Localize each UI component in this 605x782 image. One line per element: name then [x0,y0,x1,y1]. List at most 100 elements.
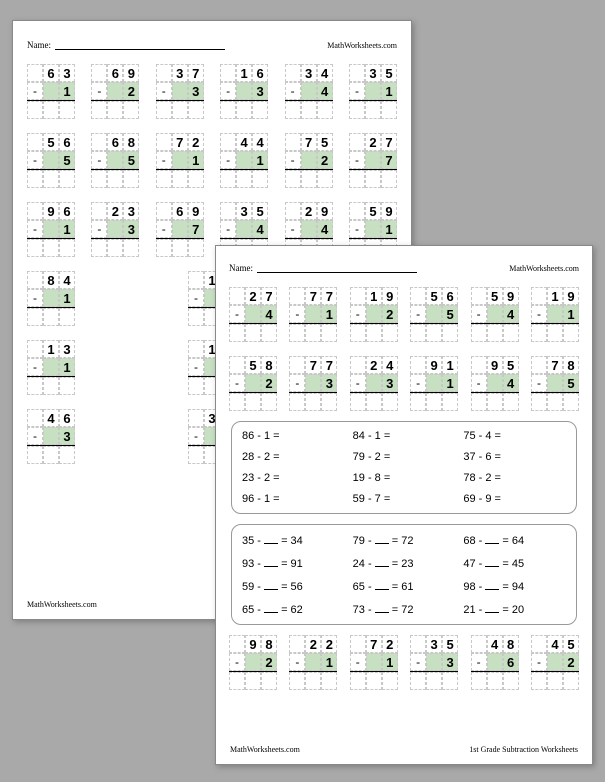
minus-sign: - [349,151,365,169]
digit-cell [547,374,563,392]
answer-cell [426,672,442,690]
digit-cell [229,287,245,305]
horizontal-equation: 37 - 6 = [463,451,566,463]
answer-cell [123,170,139,188]
subtraction-problem: 56-5 [27,133,75,188]
answer-cell [289,393,305,411]
answer-cell [350,672,366,690]
subtrahend-cell: 1 [252,151,268,169]
name-label: Name: [27,40,51,50]
subtraction-problem: 77-1 [289,287,337,342]
subtraction-problem: 35-1 [349,64,397,119]
minus-sign: - [27,82,43,100]
answer-cell [366,672,382,690]
digit-cell [236,220,252,238]
digit-cell [410,356,426,374]
digit-cell [43,151,59,169]
fill-blank-equation: 98 - = 94 [463,579,566,593]
minus-sign: - [91,220,107,238]
subtrahend-cell: 3 [59,427,75,445]
digit-cell: 7 [547,356,563,374]
subtraction-problem: 56-5 [410,287,458,342]
subtrahend-cell: 1 [59,220,75,238]
digit-cell [487,653,503,671]
blank-underline [485,556,499,567]
digit-cell: 7 [261,287,277,305]
blank-underline [264,602,278,613]
digit-cell: 2 [188,133,204,151]
digit-cell [365,82,381,100]
subtraction-problem: 59-4 [471,287,519,342]
subtraction-problem: 13-1 [27,340,75,395]
digit-cell: 3 [301,64,317,82]
digit-cell: 6 [59,409,75,427]
fill-blank-equation: 59 - = 56 [242,579,345,593]
answer-cell [487,324,503,342]
subtraction-problem: 91-1 [410,356,458,411]
minus-sign: - [156,151,172,169]
digit-cell: 1 [43,340,59,358]
answer-cell [349,101,365,119]
digit-cell [350,356,366,374]
minus-sign: - [471,653,487,671]
subtrahend-cell: 1 [59,82,75,100]
digit-cell: 2 [301,202,317,220]
digit-cell: 6 [107,133,123,151]
answer-cell [487,393,503,411]
answer-cell [261,672,277,690]
digit-cell: 5 [43,133,59,151]
fill-blank-equation: 79 - = 72 [353,533,456,547]
subtraction-problem: 37-3 [156,64,204,119]
digit-cell [301,151,317,169]
digit-cell: 9 [43,202,59,220]
answer-cell [91,239,107,257]
digit-cell [285,133,301,151]
minus-sign: - [285,151,301,169]
horizontal-equation: 23 - 2 = [242,472,345,484]
subtraction-problem: 96-1 [27,202,75,257]
answer-cell [43,170,59,188]
subtraction-problem: 58-2 [229,356,277,411]
digit-cell: 1 [547,287,563,305]
answer-cell [229,393,245,411]
digit-cell [156,202,172,220]
answer-cell [321,672,337,690]
blank-underline [485,602,499,613]
horizontal-equation: 78 - 2 = [463,472,566,484]
subtrahend-cell: 1 [188,151,204,169]
digit-cell: 9 [503,287,519,305]
subtrahend-cell: 7 [381,151,397,169]
answer-cell [91,170,107,188]
digit-cell [285,202,301,220]
digit-cell: 2 [107,202,123,220]
answer-cell [531,324,547,342]
digit-cell [289,635,305,653]
subtraction-problem: 19-2 [350,287,398,342]
digit-cell [471,287,487,305]
worksheet-page-2: Name: MathWorksheets.com 27-477-119-256-… [215,245,593,765]
answer-cell [426,324,442,342]
subtrahend-cell: 3 [123,220,139,238]
answer-cell [365,170,381,188]
subtraction-problem: 16-3 [220,64,268,119]
digit-cell [410,287,426,305]
answer-cell [107,170,123,188]
digit-cell: 2 [321,635,337,653]
digit-cell [91,133,107,151]
minus-sign: - [531,653,547,671]
digit-cell [349,133,365,151]
minus-sign: - [229,653,245,671]
minus-sign: - [410,305,426,323]
answer-cell [442,393,458,411]
horizontal-equation: 59 - 7 = [353,493,456,505]
digit-cell: 5 [317,133,333,151]
digit-cell: 4 [487,635,503,653]
answer-cell [245,672,261,690]
answer-cell [471,672,487,690]
digit-cell [531,356,547,374]
digit-cell: 1 [366,287,382,305]
answer-cell [442,672,458,690]
subtrahend-cell: 5 [123,151,139,169]
minus-sign: - [289,653,305,671]
subtrahend-cell: 1 [59,358,75,376]
